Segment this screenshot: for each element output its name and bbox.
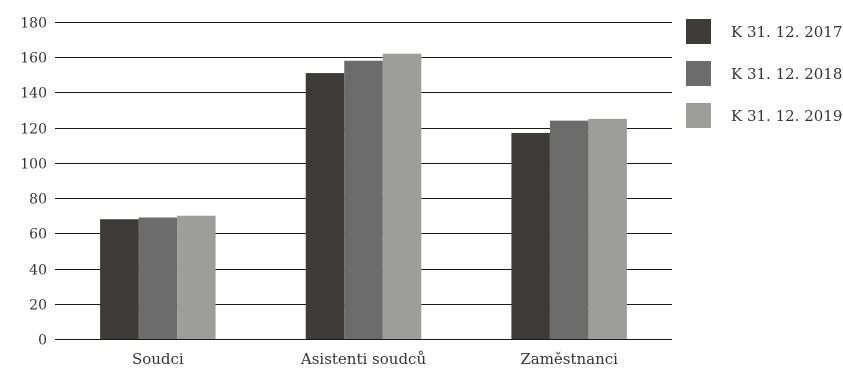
y-tick-label: 40 (29, 263, 47, 279)
x-category-label: Asistenti soudců (300, 350, 427, 368)
legend-swatch-1 (686, 19, 711, 44)
bar-1-series-2 (138, 217, 178, 339)
y-tick-label: 0 (38, 333, 47, 349)
x-category-label: Soudci (132, 350, 184, 368)
y-tick-label: 100 (20, 157, 47, 173)
legend-swatch-3 (686, 103, 711, 128)
legend-label-2: K 31. 12. 2018 (731, 65, 842, 83)
bars (100, 53, 627, 340)
x-category-label: Zaměstnanci (520, 350, 618, 368)
bar-3-series-1 (511, 132, 550, 339)
bar-1-series-3 (177, 215, 216, 339)
y-tick-label: 140 (20, 86, 47, 102)
legend-label-1: K 31. 12. 2017 (731, 23, 842, 41)
legend-swatch-2 (686, 61, 711, 86)
bar-3-series-3 (588, 118, 627, 339)
x-axis-category-labels: Soudci Asistenti soudců Zaměstnanci (132, 350, 618, 368)
bar-2-series-2 (344, 60, 383, 339)
y-tick-label: 80 (29, 192, 47, 208)
y-tick-label: 60 (29, 227, 47, 243)
bar-2-series-1 (305, 73, 345, 340)
bar-3-series-2 (549, 120, 589, 339)
bar-1-series-1 (100, 219, 139, 339)
y-tick-label: 180 (20, 16, 47, 32)
y-axis-tick-labels: 0 20 40 60 80 100 120 140 160 180 (20, 16, 47, 349)
y-tick-label: 160 (20, 51, 47, 67)
legend-label-3: K 31. 12. 2019 (731, 107, 842, 125)
y-tick-label: 120 (20, 122, 47, 138)
bar-2-series-3 (382, 53, 422, 339)
y-tick-label: 20 (29, 298, 47, 314)
legend: K 31. 12. 2017 K 31. 12. 2018 K 31. 12. 20… (686, 19, 842, 128)
